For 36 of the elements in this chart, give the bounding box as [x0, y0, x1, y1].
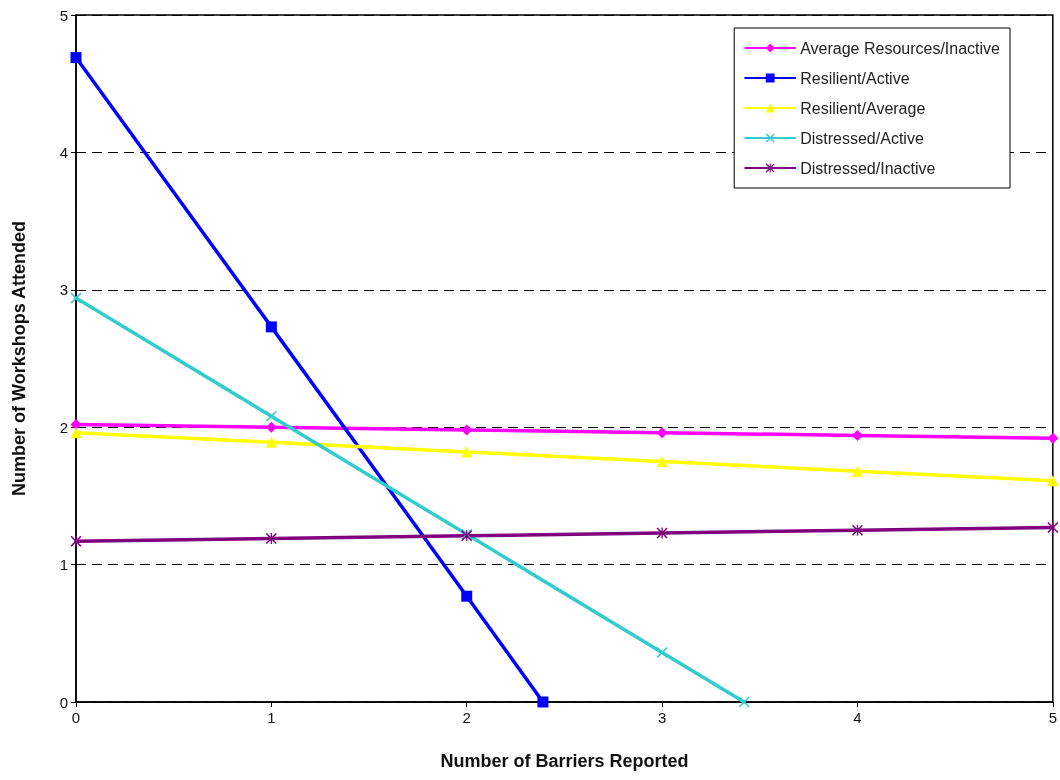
y-tick-label: 0	[59, 693, 68, 711]
x-tick-label: 1	[267, 709, 276, 726]
point	[70, 52, 82, 64]
point	[461, 590, 473, 602]
x-tick-label: 2	[462, 709, 471, 726]
x-axis-title: Number of Barriers Reported	[440, 751, 689, 771]
point	[656, 456, 668, 468]
x-tick-label: 3	[657, 709, 667, 726]
y-tick-label: 2	[59, 418, 68, 436]
point	[70, 535, 82, 547]
x-tick-label: 4	[853, 709, 862, 726]
point	[656, 527, 668, 539]
y-axis-title: Number of Workshops Attended	[9, 220, 29, 497]
point	[537, 696, 549, 708]
point	[70, 427, 82, 439]
point	[1047, 475, 1059, 487]
point	[1047, 432, 1059, 444]
legend-label: Average Resources/Inactive	[800, 39, 1001, 57]
y-tick-label: 5	[59, 6, 68, 24]
point	[265, 436, 277, 448]
legend-label: Distressed/Inactive	[800, 159, 936, 177]
point	[265, 410, 277, 422]
y-tick-label: 4	[59, 143, 68, 161]
point	[70, 292, 82, 304]
legend-label: Resilient/Active	[800, 69, 910, 87]
point	[738, 696, 750, 708]
legend-label: Distressed/Active	[800, 129, 924, 147]
y-tick-label: 3	[59, 281, 68, 299]
point	[851, 465, 863, 477]
legend-label: Resilient/Average	[800, 99, 926, 117]
point	[656, 647, 668, 659]
point	[265, 321, 277, 333]
x-tick-label: 0	[71, 709, 81, 726]
x-tick-label: 5	[1048, 709, 1057, 726]
y-tick-label: 1	[59, 556, 68, 574]
point	[461, 446, 473, 458]
